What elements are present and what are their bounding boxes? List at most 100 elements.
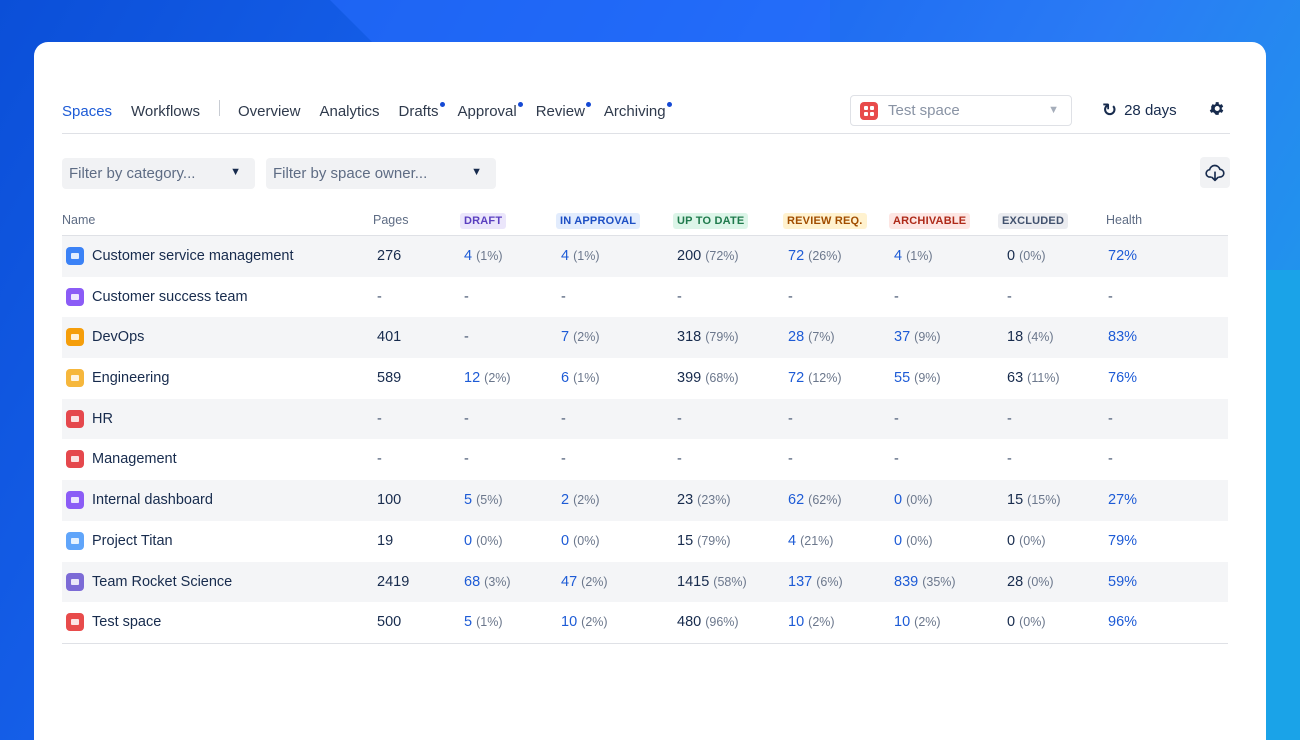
archivable-cell[interactable]: 839 (35%) <box>894 574 956 590</box>
col-pages[interactable]: Pages <box>373 213 409 227</box>
excluded-cell: - <box>1007 289 1012 305</box>
approval-percent: (1%) <box>573 371 600 386</box>
archivable-cell[interactable]: 4 (1%) <box>894 248 933 264</box>
table-row[interactable]: Customer success team - - - - - - - - <box>62 277 1228 318</box>
approval-cell[interactable]: 10 (2%) <box>561 614 608 630</box>
table-row[interactable]: Management - - - - - - - - <box>62 439 1228 480</box>
approval-cell[interactable]: 0 (0%) <box>561 533 600 549</box>
col-up-to-date[interactable]: UP TO DATE <box>673 213 749 229</box>
health-cell: 83% <box>1108 329 1138 346</box>
draft-count: - <box>464 288 469 305</box>
approval-cell[interactable]: 6 (1%) <box>561 370 600 386</box>
space-name[interactable]: Management <box>92 451 177 468</box>
excluded-count: 28 <box>1007 573 1024 590</box>
archivable-cell: - <box>894 411 899 427</box>
excluded-count: 15 <box>1007 492 1024 509</box>
review-cell[interactable]: 28 (7%) <box>788 329 835 345</box>
tab-archiving[interactable]: Archiving <box>604 101 672 120</box>
approval-cell[interactable]: 4 (1%) <box>561 248 600 264</box>
tab-spaces[interactable]: Spaces <box>62 102 113 120</box>
uptodate-cell: 23 (23%) <box>677 492 731 508</box>
excluded-count: - <box>1007 410 1012 427</box>
table-body: Customer service management 276 4 (1%) 4 (1… <box>62 236 1228 643</box>
tab-review[interactable]: Review <box>536 101 591 120</box>
review-cell[interactable]: 72 (12%) <box>788 370 842 386</box>
category-filter[interactable]: Filter by category... ▼ <box>62 158 255 189</box>
tab-approval[interactable]: Approval <box>458 101 523 120</box>
up-to-date-lozenge: UP TO DATE <box>673 213 749 229</box>
approval-cell: - <box>561 451 566 467</box>
space-name[interactable]: HR <box>92 410 113 427</box>
col-name[interactable]: Name <box>62 213 96 227</box>
download-button[interactable] <box>1200 157 1230 188</box>
table-row[interactable]: Test space 500 5 (1%) 10 (2%) 480 (96%) 10 (2… <box>62 602 1228 643</box>
archivable-cell[interactable]: 55 (9%) <box>894 370 941 386</box>
settings-button[interactable] <box>1206 98 1226 118</box>
tab-overview[interactable]: Overview <box>237 102 301 120</box>
period-toggle[interactable]: ↻ 28 days <box>1102 100 1177 121</box>
space-name[interactable]: DevOps <box>92 329 145 346</box>
notification-dot <box>439 101 445 107</box>
review-req-lozenge: REVIEW REQ. <box>783 213 867 229</box>
tab-drafts[interactable]: Drafts <box>399 101 445 120</box>
refresh-icon: ↻ <box>1102 100 1118 120</box>
col-review-req[interactable]: REVIEW REQ. <box>783 213 867 229</box>
review-cell[interactable]: 137 (6%) <box>788 574 843 590</box>
review-cell[interactable]: 72 (26%) <box>788 248 842 264</box>
archivable-count: 4 <box>894 248 903 264</box>
tab-analytics[interactable]: Analytics <box>319 102 380 120</box>
approval-cell[interactable]: 7 (2%) <box>561 329 600 345</box>
table-row[interactable]: Project Titan 19 0 (0%) 0 (0%) 15 (79%) 4 (21… <box>62 521 1228 562</box>
archivable-cell[interactable]: 10 (2%) <box>894 614 941 630</box>
space-name[interactable]: Customer service management <box>92 248 294 264</box>
table-row[interactable]: HR - - - - - - - - <box>62 398 1228 440</box>
space-name[interactable]: Team Rocket Science <box>92 573 233 590</box>
review-cell[interactable]: 4 (21%) <box>788 533 833 549</box>
excluded-count: 0 <box>1007 532 1016 549</box>
col-in-approval[interactable]: IN APPROVAL <box>556 213 641 229</box>
review-cell[interactable]: 62 (62%) <box>788 492 842 508</box>
approval-percent: (2%) <box>573 493 600 508</box>
draft-cell[interactable]: 12 (2%) <box>464 370 511 386</box>
uptodate-count: - <box>677 451 682 468</box>
uptodate-cell: 399 (68%) <box>677 370 739 386</box>
space-name[interactable]: Internal dashboard <box>92 492 213 509</box>
review-percent: (21%) <box>800 533 834 548</box>
review-percent: (12%) <box>808 371 842 386</box>
draft-cell[interactable]: 5 (5%) <box>464 492 503 508</box>
table-row[interactable]: Internal dashboard 100 5 (5%) 2 (2%) 23 (23%… <box>62 480 1228 521</box>
space-name[interactable]: Engineering <box>92 370 170 387</box>
draft-cell[interactable]: 5 (1%) <box>464 614 503 630</box>
owner-filter[interactable]: Filter by space owner... ▼ <box>266 158 496 189</box>
col-excluded[interactable]: EXCLUDED <box>998 213 1069 229</box>
archivable-cell[interactable]: 0 (0%) <box>894 533 933 549</box>
table-row[interactable]: Engineering 589 12 (2%) 6 (1%) 399 (68%) 72 (… <box>62 358 1228 399</box>
approval-cell[interactable]: 47 (2%) <box>561 574 608 590</box>
col-health[interactable]: Health <box>1106 213 1143 227</box>
space-name[interactable]: Project Titan <box>92 532 173 549</box>
archivable-cell[interactable]: 37 (9%) <box>894 329 941 345</box>
excluded-percent: (0%) <box>1019 249 1046 263</box>
draft-percent: (2%) <box>484 371 511 386</box>
review-cell[interactable]: 10 (2%) <box>788 614 835 630</box>
excluded-count: 63 <box>1007 370 1024 387</box>
review-count: 72 <box>788 370 805 387</box>
nav-tabs: Spaces Workflows Overview Analytics Drafts Ap… <box>62 100 685 122</box>
table-row[interactable]: Customer service management 276 4 (1%) 4 (1… <box>62 236 1228 277</box>
table-row[interactable]: Team Rocket Science 2419 68 (3%) 47 (2%) 141… <box>62 561 1228 603</box>
draft-cell[interactable]: 4 (1%) <box>464 248 503 264</box>
space-select[interactable]: Test space ▼ <box>850 95 1072 126</box>
uptodate-count: 480 <box>677 614 702 631</box>
space-name[interactable]: Customer success team <box>92 288 248 305</box>
archivable-cell[interactable]: 0 (0%) <box>894 492 933 508</box>
tab-workflows[interactable]: Workflows <box>131 102 200 120</box>
table-row[interactable]: DevOps 401 - 7 (2%) 318 (79%) 28 (7%) 37 (9%) 1… <box>62 317 1228 359</box>
approval-cell[interactable]: 2 (2%) <box>561 492 600 508</box>
draft-cell[interactable]: 0 (0%) <box>464 533 503 549</box>
space-icon <box>66 247 84 265</box>
archivable-percent: (35%) <box>922 574 956 589</box>
space-name[interactable]: Test space <box>92 614 162 631</box>
draft-cell[interactable]: 68 (3%) <box>464 574 511 590</box>
col-archivable[interactable]: ARCHIVABLE <box>889 213 971 229</box>
col-draft[interactable]: DRAFT <box>460 213 507 229</box>
